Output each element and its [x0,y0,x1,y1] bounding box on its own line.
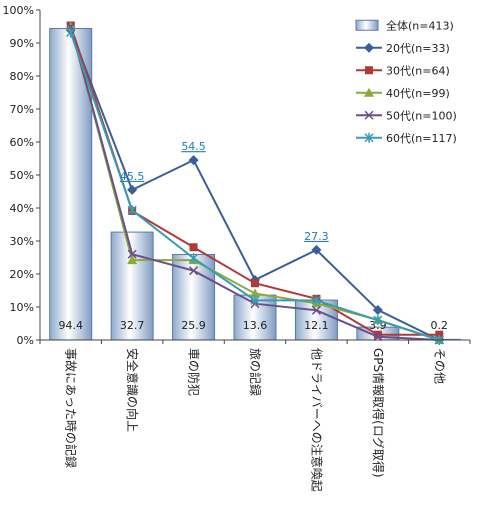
x-category-label: その他 [432,348,446,384]
legend-swatch [355,19,379,31]
data-point [364,42,374,53]
data-point [251,279,259,288]
bar-value-label: 94.4 [58,319,83,332]
y-tick-label: 70% [10,103,34,116]
legend-box [352,10,470,151]
data-point [372,304,383,315]
data-point [188,155,199,166]
legend-label: 40代(n=99) [386,87,450,100]
data-point [189,266,199,276]
data-point [311,295,321,306]
y-tick-label: 50% [10,169,34,182]
data-point [365,66,373,75]
data-point [311,244,322,255]
line-series: 45.5 54.5 27.3 [65,21,445,345]
x-category-label: 旅の記録 [248,348,263,396]
legend-label: 30代(n=64) [386,64,450,77]
data-point [250,295,260,306]
x-category-label: 車の防犯 [187,348,202,396]
bars: 94.4 32.7 25.9 13.6 12.1 3.9 0.2 [49,27,461,341]
data-point [189,253,199,264]
data-point [127,184,138,195]
legend-label: 全体(n=413) [386,18,454,32]
bar-value-label: 32.7 [120,319,145,332]
bar-value-label: 0.2 [431,319,449,332]
x-category-label: 安全意識の向上 [125,348,140,432]
y-tick-label: 10% [10,301,34,314]
data-point [311,305,321,315]
data-point [373,332,383,342]
data-point [127,205,137,216]
data-point [364,87,374,97]
data-point [364,132,374,143]
x-category-label: 事故にあった時の記録 [64,348,79,468]
x-category-label: 他ドライバーへの注意喚起 [309,348,324,492]
data-point [364,110,374,120]
y-axis: 0% 10% 20% 30% 40% 50% 60% 70% 80% 90% 100% [3,4,41,347]
legend-label: 50代(n=100) [386,109,457,122]
y-tick-label: 80% [10,70,34,83]
bar-value-label: 13.6 [243,319,268,332]
y-tick-label: 30% [10,235,34,248]
annotation-label: 45.5 [120,170,145,183]
y-tick-label: 60% [10,136,34,149]
x-category-label: GPS情報取得(ログ取得) [371,348,386,478]
data-point [127,255,138,265]
bar-value-label: 25.9 [181,319,206,332]
series-line [66,27,444,345]
x-axis: 事故にあった時の記録 安全意識の向上 車の防犯 旅の記録 他ドライバーへの注意喚起 GPS… [39,339,471,492]
y-tick-label: 40% [10,202,34,215]
data-point [373,330,382,339]
legend-label: 20代(n=33) [386,42,450,55]
data-point [373,315,383,326]
data-point [127,249,137,259]
y-tick-label: 90% [10,37,34,50]
y-tick-label: 100% [3,4,34,17]
legend-label: 60代(n=117) [386,132,457,145]
data-point [189,243,198,252]
bar [110,231,154,341]
y-tick-label: 0% [17,334,34,347]
y-tick-label: 20% [10,268,34,281]
data-point [66,27,76,38]
bar-value-label: 12.1 [304,319,329,332]
data-point [250,288,260,298]
annotation-label: 54.5 [181,140,206,153]
legend: 全体(n=413) 20代(n=33) 30代(n=64) 40代(n=99) 50代(… [352,10,470,151]
data-point [435,330,444,339]
annotation-label: 27.3 [304,230,329,243]
